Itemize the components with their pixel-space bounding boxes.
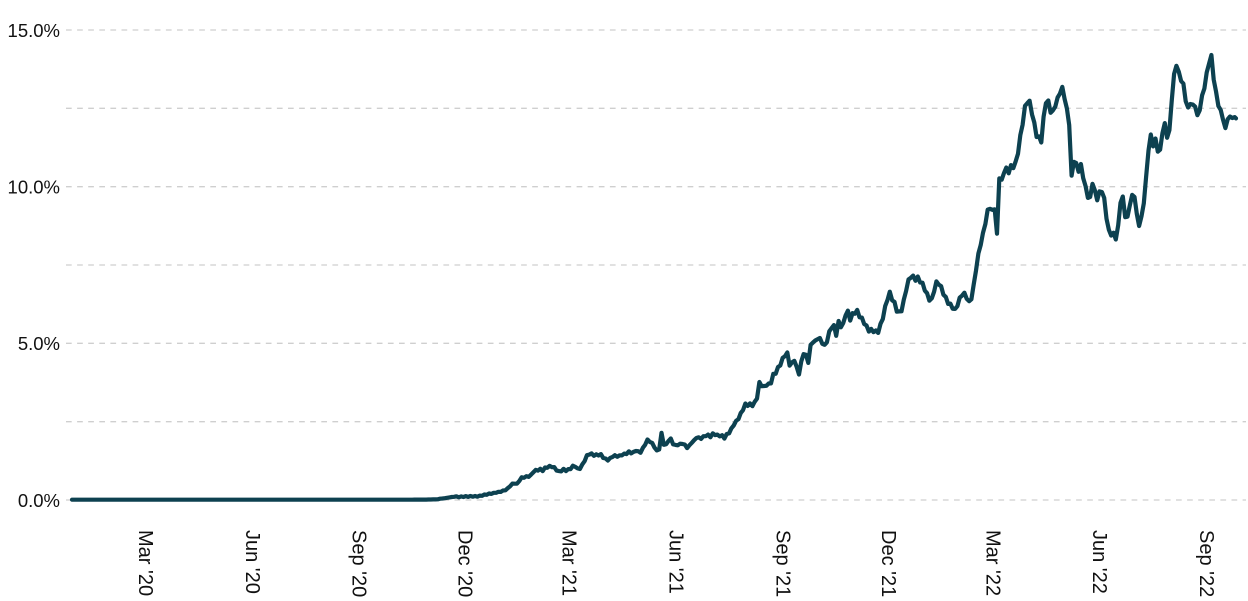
svg-text:Sep '21: Sep '21 <box>771 530 793 597</box>
svg-text:Jun '22: Jun '22 <box>1088 530 1110 594</box>
svg-text:10.0%: 10.0% <box>8 177 60 198</box>
svg-text:Mar '22: Mar '22 <box>981 530 1003 596</box>
svg-text:Jun '20: Jun '20 <box>241 530 263 594</box>
svg-text:5.0%: 5.0% <box>18 333 60 354</box>
svg-text:Mar '21: Mar '21 <box>558 530 580 596</box>
svg-text:Sep '20: Sep '20 <box>348 530 370 597</box>
svg-text:Dec '20: Dec '20 <box>453 530 475 597</box>
svg-text:Sep '22: Sep '22 <box>1195 530 1217 597</box>
svg-text:15.0%: 15.0% <box>8 20 60 41</box>
svg-text:0.0%: 0.0% <box>18 490 60 511</box>
svg-text:Mar '20: Mar '20 <box>134 530 156 596</box>
svg-text:Jun '21: Jun '21 <box>665 530 687 594</box>
svg-text:Dec '21: Dec '21 <box>877 530 899 597</box>
